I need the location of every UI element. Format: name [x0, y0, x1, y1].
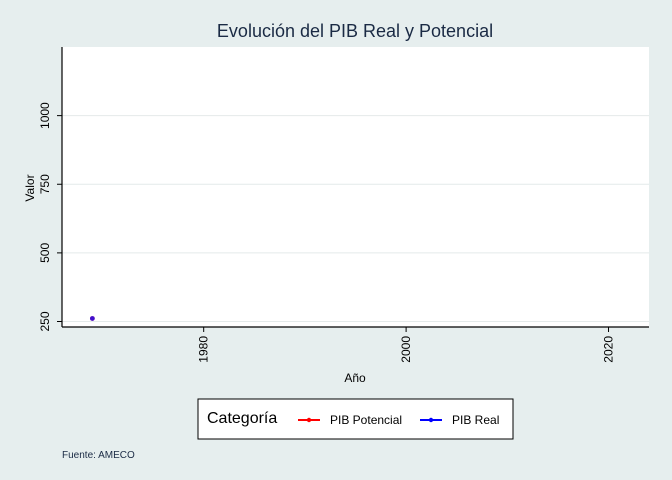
y-tick-label: 1000	[38, 102, 52, 129]
legend-swatch-point	[306, 417, 312, 423]
grid-lines	[62, 115, 649, 323]
data-point	[89, 316, 95, 321]
legend-swatch-point	[428, 417, 434, 423]
legend-title: Categoría	[207, 410, 277, 427]
legend-box	[197, 398, 514, 440]
y-tick-label: 500	[38, 243, 52, 263]
y-axis-ticks: 250 500 750 1000	[38, 102, 62, 332]
x-tick-label: 2000	[399, 336, 413, 363]
chart-title: Evolución del PIB Real y Potencial	[217, 21, 493, 41]
source-caption: Fuente: AMECO	[62, 450, 135, 461]
x-axis-ticks: 1980 2000 2020	[197, 327, 616, 363]
legend-label: PIB Real	[452, 413, 499, 427]
legend: Categoría PIB Potencial PIB Real	[197, 398, 514, 440]
x-axis-title: Año	[344, 371, 366, 385]
y-tick-label: 250	[38, 311, 52, 331]
x-tick-label: 2020	[602, 336, 616, 363]
series-layer	[89, 316, 95, 321]
y-tick-label: 750	[38, 174, 52, 194]
y-axis-title: Valor	[23, 174, 37, 201]
legend-label: PIB Potencial	[330, 413, 402, 427]
legend-entries: PIB Potencial PIB Real	[298, 413, 499, 427]
plot-area	[62, 47, 649, 327]
x-tick-label: 1980	[197, 336, 211, 363]
